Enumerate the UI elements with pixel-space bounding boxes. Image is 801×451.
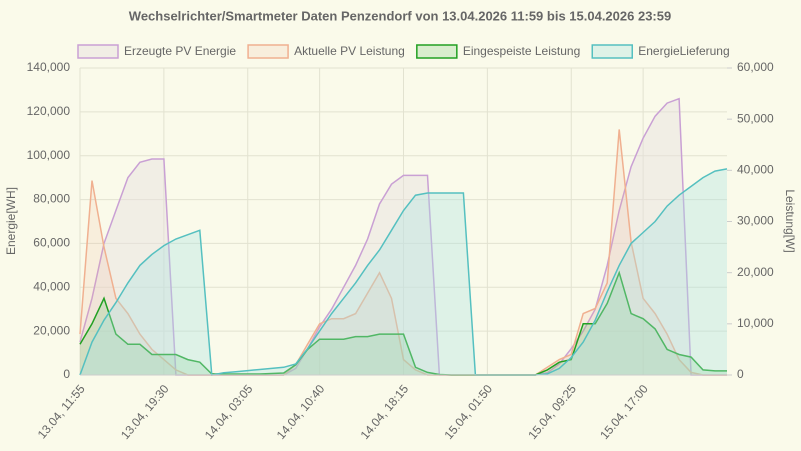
y2-tick-label: 10,000 bbox=[737, 316, 774, 330]
series-line bbox=[79, 270, 727, 376]
x-tick-label: 13.04, 19:30 bbox=[118, 382, 172, 442]
y2-tick-label: 0 bbox=[737, 367, 744, 381]
x-tick-label: 14.04, 10:40 bbox=[274, 382, 328, 442]
legend-swatch[interactable] bbox=[247, 44, 289, 59]
x-tick-label: 15.04, 09:25 bbox=[525, 382, 579, 442]
area-fill bbox=[80, 272, 727, 375]
x-tick-label: 13.04, 11:55 bbox=[35, 382, 88, 442]
y-tick-label: 80,000 bbox=[33, 192, 70, 206]
y-tick-label: 40,000 bbox=[33, 279, 70, 293]
y2-axis-title: Leistung[W] bbox=[783, 189, 797, 252]
y2-tick-label: 20,000 bbox=[737, 265, 774, 279]
legend-label[interactable]: Aktuelle PV Leistung bbox=[294, 44, 405, 58]
y2-tick-label: 60,000 bbox=[737, 60, 774, 74]
y-tick-label: 20,000 bbox=[33, 323, 70, 337]
y-tick-label: 60,000 bbox=[33, 236, 70, 250]
y-tick-label: 140,000 bbox=[27, 60, 71, 74]
y-tick-label: 120,000 bbox=[27, 104, 71, 118]
y2-tick-label: 50,000 bbox=[737, 111, 774, 125]
legend-swatch[interactable] bbox=[77, 44, 119, 59]
x-tick-label: 14.04, 03:05 bbox=[202, 382, 256, 442]
y-axis-title: Energie[WH] bbox=[4, 187, 18, 255]
y-tick-label: 0 bbox=[63, 367, 70, 381]
series-line bbox=[79, 168, 728, 376]
area-fill bbox=[80, 98, 727, 375]
legend-label[interactable]: EnergieLieferung bbox=[638, 44, 729, 58]
chart-title: Wechselrichter/Smartmeter Daten Penzendo… bbox=[129, 8, 671, 23]
legend-swatch[interactable] bbox=[416, 44, 458, 59]
area-fill bbox=[80, 168, 727, 375]
x-tick-label: 15.04, 01:50 bbox=[441, 382, 495, 442]
legend-label[interactable]: Erzeugte PV Energie bbox=[124, 44, 236, 58]
y2-tick-label: 30,000 bbox=[737, 214, 774, 228]
y2-tick-label: 40,000 bbox=[737, 163, 774, 177]
area-fill bbox=[80, 129, 727, 375]
x-tick-label: 15.04, 17:00 bbox=[597, 382, 651, 442]
x-tick-label: 14.04, 18:15 bbox=[358, 382, 412, 442]
legend-swatch[interactable] bbox=[591, 44, 633, 59]
y-tick-label: 100,000 bbox=[27, 148, 71, 162]
legend-label[interactable]: Eingespeiste Leistung bbox=[463, 44, 580, 58]
